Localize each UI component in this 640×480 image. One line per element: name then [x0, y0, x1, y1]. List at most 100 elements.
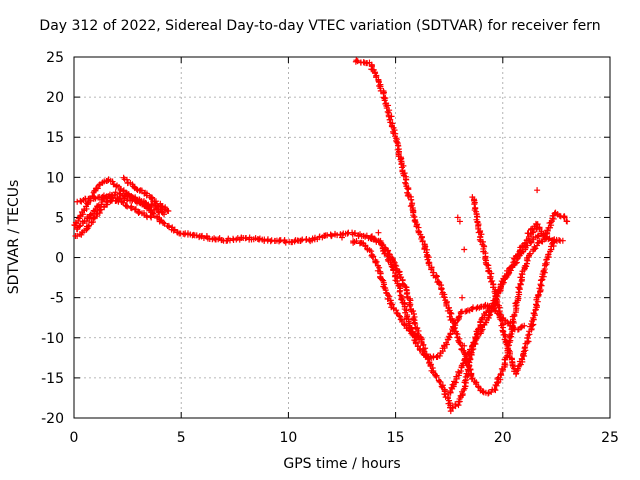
data-point [344, 230, 351, 237]
data-point [161, 211, 168, 218]
data-point [551, 238, 558, 245]
data-point [371, 236, 378, 243]
data-point [506, 347, 513, 354]
data-point [392, 262, 399, 269]
data-point [328, 232, 335, 239]
axis-tick-labels: 0 5 10 15 20 25 -20 -15 -10 -5 0 5 10 15 20 25 [41, 50, 619, 446]
data-point [379, 276, 386, 283]
data-point [76, 223, 83, 230]
data-point [371, 235, 378, 242]
data-point [438, 383, 445, 390]
series-track-8 [352, 57, 566, 397]
series-track-11 [524, 209, 571, 242]
data-point [408, 201, 415, 208]
data-point [423, 351, 430, 358]
data-point [94, 203, 101, 210]
data-point [377, 85, 384, 92]
data-point [451, 320, 458, 327]
data-point [396, 288, 403, 295]
data-point [494, 375, 501, 382]
data-point [407, 302, 414, 309]
data-point [432, 274, 439, 281]
x-tick-label: 10 [279, 430, 297, 446]
y-tick-label: -20 [41, 411, 64, 427]
data-point [403, 325, 410, 332]
data-point [496, 308, 503, 315]
data-point [473, 305, 480, 312]
chart-title: Day 312 of 2022, Sidereal Day-to-day VTE… [39, 18, 601, 34]
data-point [96, 182, 103, 189]
data-point [525, 230, 532, 237]
data-point [438, 286, 445, 293]
data-point [447, 389, 454, 396]
data-point [561, 214, 568, 221]
data-point [509, 263, 516, 270]
data-point [148, 195, 155, 202]
data-point [282, 239, 289, 246]
data-point [118, 198, 125, 205]
y-tick-label: -10 [41, 331, 64, 347]
data-point [525, 332, 532, 339]
y-tick-label: 20 [46, 90, 64, 106]
data-point [537, 277, 544, 284]
data-point [474, 332, 481, 339]
data-point [491, 386, 498, 393]
data-point [502, 333, 509, 340]
plot-frame [73, 56, 611, 419]
data-point [154, 206, 161, 213]
data-point [143, 192, 150, 199]
data-point [486, 311, 493, 318]
data-point [487, 308, 494, 315]
data-point [437, 379, 444, 386]
data-point [148, 204, 155, 211]
data-point [508, 326, 515, 333]
data-point [421, 246, 428, 253]
data-point [447, 408, 454, 415]
data-point [459, 294, 466, 301]
data-point [510, 259, 517, 266]
axis-ticks [73, 56, 611, 419]
data-point [388, 113, 395, 120]
series-track-5 [120, 174, 170, 213]
data-point [411, 217, 418, 224]
data-point [488, 307, 495, 314]
data-point [450, 319, 457, 326]
y-tick-label: 25 [46, 50, 64, 66]
y-tick-label: -15 [41, 371, 64, 387]
data-point [452, 401, 459, 408]
series-track-10 [469, 194, 558, 378]
data-point [303, 236, 310, 243]
data-point [436, 352, 443, 359]
data-point [94, 185, 101, 192]
data-point [77, 197, 84, 204]
data-point [390, 258, 397, 265]
data-point [128, 205, 135, 212]
data-point [389, 301, 396, 308]
data-point [410, 316, 417, 323]
data-point [504, 272, 511, 279]
data-point [148, 214, 155, 221]
data-point [549, 239, 556, 246]
data-point [455, 368, 462, 375]
data-point [443, 339, 450, 346]
data-point [98, 206, 105, 213]
x-tick-label: 15 [387, 430, 405, 446]
y-tick-label: 15 [46, 130, 64, 146]
data-point [465, 349, 472, 356]
y-tick-label: 10 [46, 170, 64, 186]
data-point [433, 273, 440, 280]
data-point [531, 310, 538, 317]
series-track-3 [74, 192, 168, 218]
data-point [378, 241, 385, 248]
data-point [559, 237, 566, 244]
data-point [112, 189, 119, 196]
data-point [527, 250, 534, 257]
data-point [564, 218, 571, 225]
data-point [123, 176, 130, 183]
data-point [531, 243, 538, 250]
data-point [521, 322, 528, 329]
data-point [450, 324, 457, 331]
data-point [354, 58, 361, 65]
x-tick-label: 25 [601, 430, 619, 446]
